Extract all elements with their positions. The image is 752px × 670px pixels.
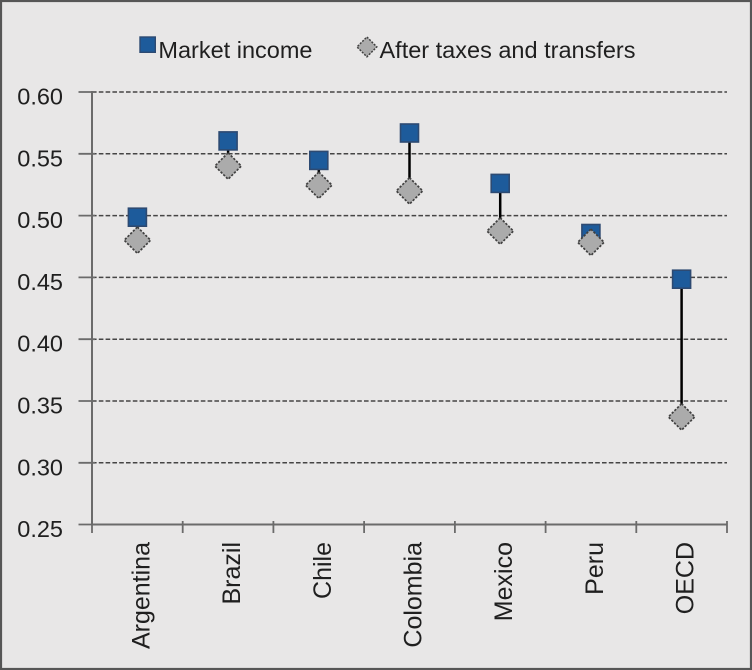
svg-text:Peru: Peru xyxy=(581,542,609,595)
svg-text:After taxes and transfers: After taxes and transfers xyxy=(380,37,636,63)
svg-text:OECD: OECD xyxy=(672,542,700,614)
svg-text:0.60: 0.60 xyxy=(17,84,63,110)
svg-text:Brazil: Brazil xyxy=(218,542,246,605)
svg-text:Argentina: Argentina xyxy=(127,542,155,649)
svg-text:0.40: 0.40 xyxy=(17,331,63,357)
svg-text:0.45: 0.45 xyxy=(17,269,63,295)
svg-text:0.55: 0.55 xyxy=(17,145,63,171)
svg-text:Market income: Market income xyxy=(158,37,312,63)
svg-text:0.25: 0.25 xyxy=(17,516,63,542)
svg-text:0.35: 0.35 xyxy=(17,393,63,419)
svg-text:Colombia: Colombia xyxy=(400,542,428,648)
svg-text:0.50: 0.50 xyxy=(17,207,63,233)
svg-text:Mexico: Mexico xyxy=(490,542,518,621)
svg-text:0.30: 0.30 xyxy=(17,454,63,480)
svg-text:Chile: Chile xyxy=(309,542,337,599)
